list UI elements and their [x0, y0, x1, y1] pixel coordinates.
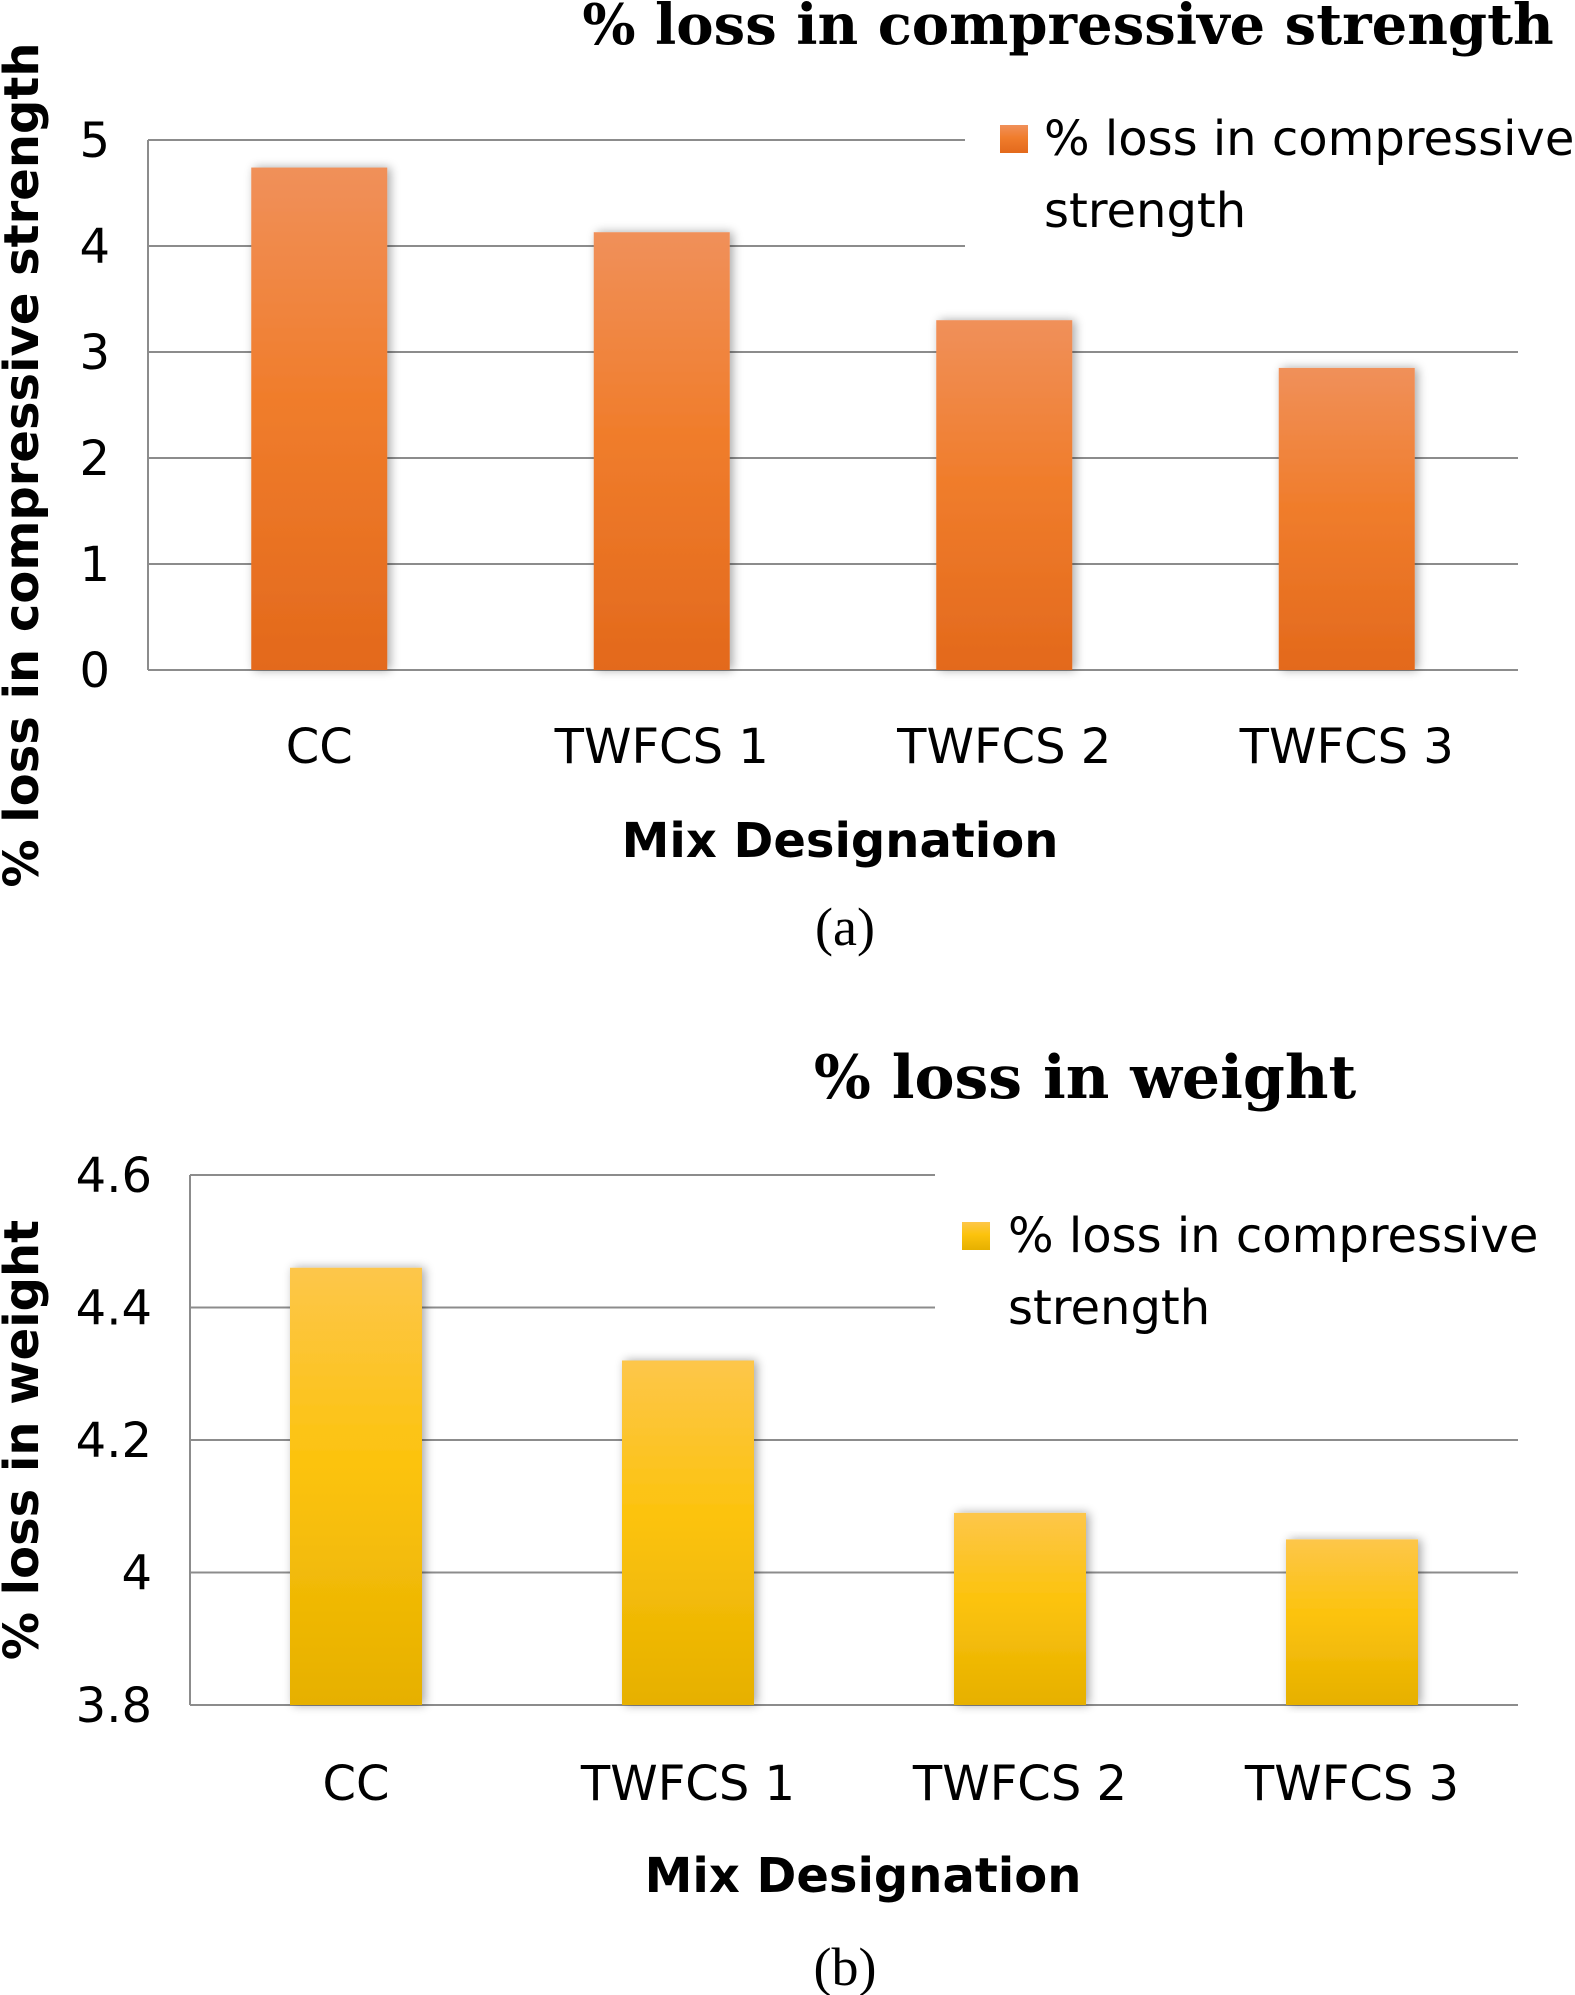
chart-b-title: % loss in weight	[814, 1043, 1357, 1113]
bar	[290, 1267, 422, 1705]
y-tick-label: 1	[79, 537, 110, 593]
chart-b-bars	[290, 1267, 1418, 1705]
y-tick-label: 4	[121, 1546, 152, 1602]
y-tick-label: 4.4	[76, 1281, 152, 1337]
chart-a-legend-swatch	[1000, 125, 1028, 153]
chart-b-x-ticks: CC TWFCS 1 TWFCS 2 TWFCS 3	[322, 1756, 1459, 1812]
chart-a-sublabel: (a)	[815, 897, 875, 957]
chart-a-bars	[251, 167, 1415, 670]
chart-b-y-axis-label: % loss in weight	[0, 1220, 50, 1660]
bar	[1278, 367, 1415, 670]
x-tick-label: TWFCS 2	[896, 719, 1111, 775]
x-tick-label: TWFCS 3	[1239, 719, 1454, 775]
x-tick-label: TWFCS 1	[554, 719, 769, 775]
chart-b-legend: % loss in compressive strength	[962, 1208, 1554, 1336]
y-tick-label: 4.6	[76, 1148, 152, 1204]
chart-a-legend: % loss in compressive strength	[1000, 111, 1575, 239]
y-tick-label: 3	[79, 325, 110, 381]
y-tick-label: 2	[79, 431, 110, 487]
chart-b-y-ticks: 3.8 4 4.2 4.4 4.6	[76, 1148, 152, 1734]
chart-a: % loss in compressive strength 0 1 2 3 4 5 CC…	[0, 0, 1575, 957]
x-tick-label: TWFCS 3	[1244, 1756, 1459, 1812]
chart-b-legend-label: % loss in compressive strength	[1008, 1208, 1554, 1336]
x-tick-label: TWFCS 1	[580, 1756, 795, 1812]
x-tick-label: TWFCS 2	[912, 1756, 1127, 1812]
chart-a-legend-label: % loss in compressive strength	[1044, 111, 1575, 239]
bar	[936, 320, 1073, 670]
chart-b-legend-swatch	[962, 1222, 990, 1250]
bar	[1286, 1539, 1418, 1705]
chart-b-x-axis-label: Mix Designation	[645, 1848, 1082, 1904]
bar	[251, 167, 388, 670]
chart-b-sublabel: (b)	[814, 1937, 877, 1995]
chart-b-legend-label-line2: strength	[1008, 1280, 1210, 1336]
x-tick-label: CC	[322, 1756, 389, 1812]
bar	[622, 1360, 754, 1705]
chart-b: % loss in weight 3.8 4 4.2 4.4 4.6 CC TWFCS 1…	[0, 1043, 1554, 1995]
y-tick-label: 4.2	[76, 1413, 152, 1469]
bar	[593, 232, 730, 670]
chart-a-x-ticks: CC TWFCS 1 TWFCS 2 TWFCS 3	[286, 719, 1454, 775]
chart-a-legend-label-line2: strength	[1044, 183, 1246, 239]
y-tick-label: 5	[79, 113, 110, 169]
chart-a-x-axis-label: Mix Designation	[622, 813, 1059, 869]
chart-a-y-ticks: 0 1 2 3 4 5	[79, 113, 110, 699]
x-tick-label: CC	[286, 719, 353, 775]
chart-a-legend-label-line1: % loss in compressive	[1044, 111, 1574, 167]
chart-a-y-axis-label: % loss in compressive strength	[0, 43, 50, 888]
chart-b-legend-label-line1: % loss in compressive	[1008, 1208, 1538, 1264]
y-tick-label: 0	[79, 643, 110, 699]
bar	[954, 1512, 1086, 1705]
chart-a-title: % loss in compressive strength	[582, 0, 1553, 58]
y-tick-label: 3.8	[76, 1678, 152, 1734]
y-tick-label: 4	[79, 219, 110, 275]
